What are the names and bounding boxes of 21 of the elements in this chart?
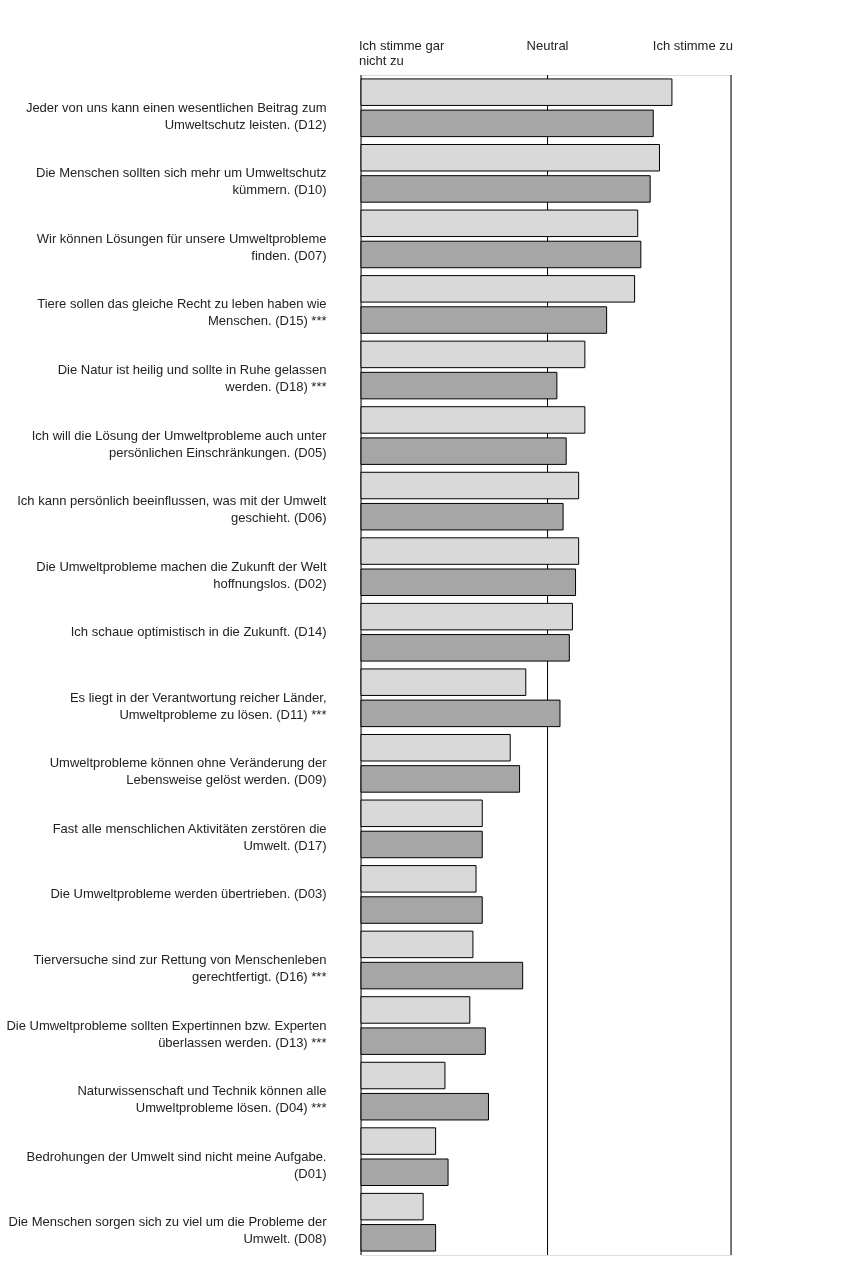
y-tick-label: Die Menschen sollten sich mehr um Umweltschutz kümmern. (D10) — [36, 165, 327, 198]
ref-line-label: Ich stimme gar nicht zu — [359, 38, 445, 68]
y-tick-label: Die Umweltprobleme sollten Expertinnen bzw. Experten überlassen werden. (D13) *** — [6, 1017, 327, 1050]
y-tick-label: Fast alle menschlichen Aktivitäten zerstören die Umwelt. (D17) — [52, 820, 327, 853]
y-tick-label: Tierversuche sind zur Rettung von Menschenleben gerechtfertigt. (D16) *** — [33, 952, 327, 984]
y-tick-label: Tiere sollen das gleiche Recht zu leben haben wie Menschen. (D15) *** — [37, 296, 327, 329]
y-tick-label: Jeder von uns kann einen wesentlichen Beitrag zum Umweltschutz leisten. (D12) — [25, 99, 327, 132]
y-tick-label: Ich will die Lösung der Umweltprobleme auch unter persönlichen Einschränkungen. (D05) — [31, 427, 328, 460]
y-tick-label: Die Natur ist heilig und sollte in Ruhe gelassen werden. (D18) *** — [57, 362, 327, 394]
y-tick-label: Es liegt in der Verantwortung reicher Länder, Umweltprobleme zu lösen. (D11) *** — [69, 689, 327, 722]
y-tick-label: Ich schaue optimistisch in die Zukunft. (D14) — [70, 624, 327, 640]
y-tick-label: Die Umweltprobleme machen die Zukunft der Welt hoffnungslos. (D02) — [36, 558, 327, 591]
y-tick-label: Bedrohungen der Umwelt sind nicht meine Aufgabe. (D01) — [26, 1148, 327, 1181]
y-tick-label: Die Menschen sorgen sich zu viel um die Probleme der Umwelt. (D08) — [8, 1214, 328, 1247]
y-tick-label: Umweltprobleme können ohne Veränderung der Lebensweise gelöst werden. (D09) — [49, 755, 328, 788]
y-tick-label: Ich kann persönlich beeinflussen, was mit der Umwelt geschieht. (D06) — [17, 493, 327, 526]
y-tick-label: Naturwissenschaft und Technik können alle Umweltprobleme lösen. (D04) *** — [77, 1083, 327, 1116]
y-tick-label: Die Umweltprobleme werden übertrieben. (D03) — [50, 886, 327, 902]
ref-line-label: Ich stimme zu — [652, 38, 733, 53]
ref-line-label: Neutral — [526, 38, 569, 53]
y-tick-label: Wir können Lösungen für unsere Umweltprobleme finden. (D07) — [36, 230, 327, 263]
